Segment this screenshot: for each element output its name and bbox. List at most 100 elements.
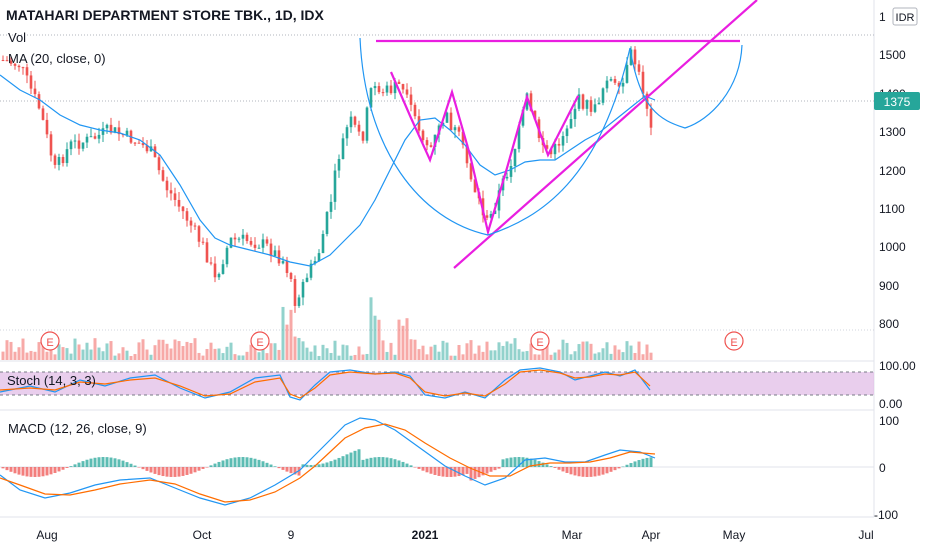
- macd-histogram-bar: [425, 467, 429, 473]
- candle-body: [277, 250, 281, 264]
- candle-body: [617, 82, 621, 87]
- macd-histogram-bar: [41, 467, 45, 477]
- volume-bar: [81, 349, 85, 360]
- candle-body: [433, 134, 437, 147]
- volume-bar: [625, 341, 629, 360]
- volume-bar: [633, 352, 637, 360]
- volume-bar: [641, 354, 645, 360]
- candle-body: [573, 108, 577, 120]
- candle-body: [581, 94, 585, 109]
- volume-bar: [353, 354, 357, 360]
- candle-body: [245, 234, 249, 242]
- candle-body: [49, 134, 53, 156]
- earnings-marker[interactable]: [250, 331, 270, 351]
- volume-bar: [265, 353, 269, 360]
- macd-histogram-bar: [29, 467, 33, 477]
- candle-body: [513, 148, 517, 167]
- macd-histogram-bar: [401, 461, 405, 467]
- macd-histogram-bar: [61, 467, 65, 470]
- stoch-band: [0, 372, 874, 395]
- candle-body: [1, 60, 5, 61]
- price-tick: 1100: [879, 202, 905, 216]
- macd-histogram-bar: [381, 457, 385, 467]
- volume-bar: [505, 341, 509, 360]
- earnings-markers[interactable]: E E E E: [40, 331, 744, 351]
- currency-badge[interactable]: [892, 7, 918, 26]
- macd-histogram-bar: [349, 452, 353, 467]
- candle-body: [253, 244, 257, 248]
- candle-body: [157, 157, 161, 171]
- volume-bar: [29, 350, 33, 360]
- volume-label[interactable]: Vol: [8, 30, 26, 45]
- drawing-lines[interactable]: [376, 0, 758, 269]
- candle-body: [229, 237, 233, 248]
- volume-bar: [65, 348, 69, 360]
- candle-body: [241, 234, 245, 239]
- macd-histogram-bar: [457, 467, 461, 477]
- macd-label[interactable]: MACD (12, 26, close, 9): [8, 421, 147, 436]
- stoch-label[interactable]: Stoch (14, 3, 3): [7, 373, 96, 388]
- macd-histogram-bar: [429, 467, 433, 474]
- macd-histogram-bar: [641, 458, 645, 467]
- candle-body: [237, 238, 241, 240]
- volume-bar: [493, 350, 497, 360]
- earnings-marker[interactable]: [724, 331, 744, 351]
- candle-body: [65, 149, 69, 164]
- macd-histogram-bar: [137, 467, 141, 468]
- volume-bar: [349, 355, 353, 360]
- price-tick: 1200: [879, 164, 906, 178]
- candle-body: [85, 136, 89, 143]
- candle-body: [561, 136, 565, 146]
- macd-histogram-bar: [173, 467, 177, 477]
- candle-body: [429, 145, 433, 147]
- candle-body: [497, 190, 501, 211]
- volume-bar: [325, 348, 329, 360]
- macd-histogram-bar: [117, 459, 121, 467]
- volume-bar: [53, 354, 57, 360]
- volume-bar: [49, 344, 53, 360]
- volume-bar: [413, 339, 417, 360]
- volume-bar: [201, 355, 205, 360]
- ma-label[interactable]: MA (20, close, 0): [8, 51, 106, 66]
- macd-histogram-bar: [45, 467, 49, 476]
- candle-body: [145, 145, 149, 152]
- handle-arc[interactable]: [629, 44, 743, 129]
- cup-arc-left[interactable]: [359, 37, 489, 236]
- candle-body: [569, 119, 573, 129]
- macd-histogram-bar: [205, 467, 209, 468]
- price-tick: 800: [879, 317, 899, 331]
- volume-bar: [193, 338, 197, 360]
- macd-histogram-bar: [185, 467, 189, 475]
- volume-bar: [257, 352, 261, 360]
- macd-histogram-bar: [417, 467, 421, 469]
- volume-bar: [537, 354, 541, 360]
- volume-bar: [533, 354, 537, 360]
- candle-body: [173, 193, 177, 200]
- volume-bar: [321, 344, 325, 360]
- earnings-marker[interactable]: [40, 331, 60, 351]
- candle-body: [453, 127, 457, 131]
- macd-histogram-bar: [593, 467, 597, 477]
- volume-bar: [237, 355, 241, 360]
- volume-bar: [477, 345, 481, 360]
- cup-arc-right[interactable]: [487, 47, 631, 236]
- macd-histogram: [1, 449, 653, 481]
- macd-histogram-bar: [549, 466, 553, 467]
- wave-pattern[interactable]: [389, 71, 580, 237]
- volume-bar: [137, 342, 141, 360]
- volume-bar: [329, 352, 333, 360]
- candlesticks: [1, 46, 653, 313]
- earnings-label: E: [256, 337, 263, 349]
- candle-body: [445, 112, 449, 123]
- trend-line[interactable]: [453, 0, 758, 269]
- volume-bar: [489, 350, 493, 360]
- earnings-marker[interactable]: [530, 331, 550, 351]
- volume-bar: [185, 341, 189, 360]
- macd-histogram-bar: [197, 467, 201, 471]
- price-tick: 1000: [879, 240, 906, 254]
- current-price-badge[interactable]: [874, 92, 920, 110]
- price-tick: 1300: [879, 125, 906, 139]
- volume-bar: [513, 338, 517, 360]
- macd-histogram-bar: [221, 460, 225, 467]
